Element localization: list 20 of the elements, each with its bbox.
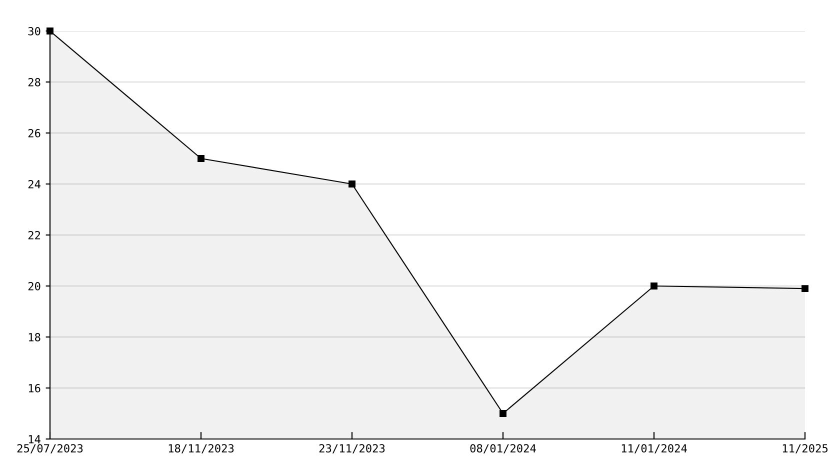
y-tick-label: 22 — [28, 231, 40, 240]
y-tick-label: 14 — [28, 435, 40, 444]
x-tick-label: 08/01/2024 — [470, 444, 536, 454]
x-tick-label: 23/11/2023 — [319, 444, 385, 454]
y-tick-label: 18 — [28, 333, 40, 342]
x-tick-label: 25/07/2023 — [17, 444, 83, 454]
y-tick-label: 30 — [28, 27, 40, 36]
point — [650, 282, 658, 290]
y-tick-label: 20 — [28, 282, 40, 290]
y-tick-label: 26 — [28, 129, 40, 138]
point — [802, 285, 808, 292]
y-tick-label: 24 — [28, 180, 40, 188]
x-tick-label: 18/11/2023 — [168, 444, 234, 454]
y-tick-label: 28 — [28, 78, 40, 86]
y-tick-label: 16 — [28, 384, 40, 392]
point — [198, 155, 204, 162]
point — [500, 410, 506, 417]
x-tick-label: 11/01/2024 — [622, 444, 687, 454]
point — [348, 180, 356, 188]
x-tick-label: 11/2025 — [782, 444, 828, 454]
